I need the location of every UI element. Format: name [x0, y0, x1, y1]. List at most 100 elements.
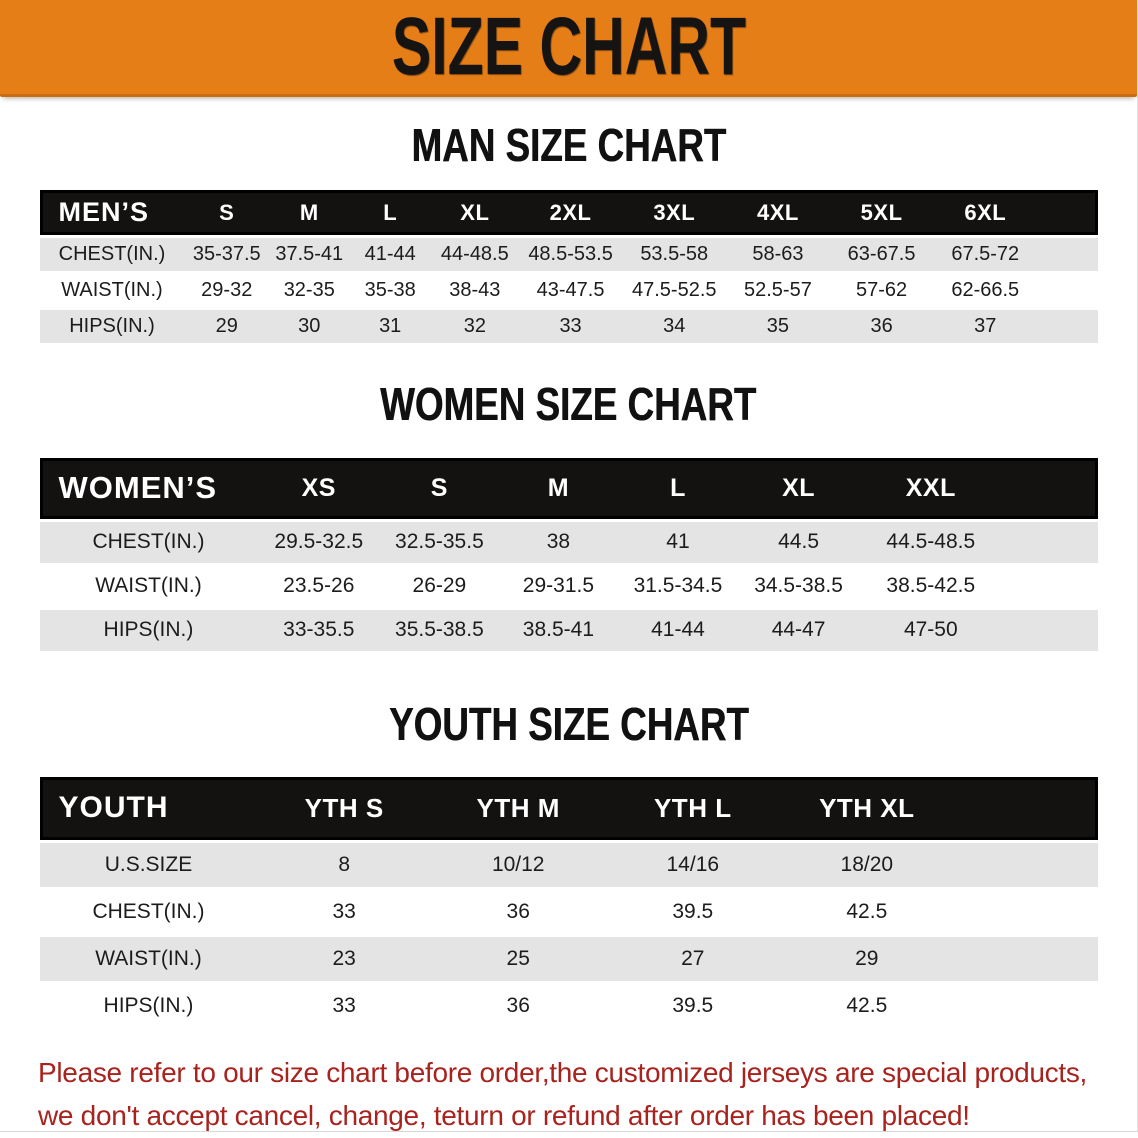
row-label: HIPS(IN.) [39, 609, 258, 651]
column-header: 4XL [726, 190, 830, 236]
header-row: MEN’S S M L XL 2XL 3XL 4XL 5XL 6XL [39, 190, 1098, 236]
column-header: M [269, 190, 350, 236]
row-spacer [1037, 238, 1098, 272]
size-cell: 52.5-57 [743, 279, 812, 302]
size-cell: 27 [605, 936, 781, 981]
header-spacer [1037, 190, 1098, 236]
column-header: S [380, 457, 499, 519]
size-cell: 62-66.5 [951, 279, 1020, 302]
row-spacer [1037, 274, 1097, 307]
column-header: YTH S [257, 776, 431, 840]
size-chart-sections: MAN SIZE CHART MEN’S S M L XL 2XL 3XL 4XL 5XL 6XL C… [0, 121, 1137, 1031]
size-cell: 43-47.5 [536, 279, 605, 302]
table-row: HIPS(IN.) 33 36 39.5 42.5 [40, 984, 1098, 1028]
row-label: WAIST(IN.) [95, 574, 202, 598]
size-cell: 58-63 [726, 238, 830, 272]
size-cell: 32 [430, 310, 519, 344]
size-cell: 23 [257, 936, 431, 981]
row-label: U.S.SIZE [39, 842, 258, 887]
size-cell: 32.5-35.5 [380, 521, 499, 563]
size-cell: 29 [184, 310, 270, 344]
size-cell: 32-35 [283, 279, 335, 302]
size-cell: 26-29 [412, 574, 467, 598]
men-section-title: MAN SIZE CHART [0, 119, 1137, 171]
size-cell: 36 [506, 993, 530, 1017]
column-header: 3XL [622, 190, 727, 236]
order-disclaimer: Please refer to our size chart before or… [38, 1051, 1099, 1138]
size-cell: 48.5-53.5 [518, 238, 623, 272]
size-cell: 29 [780, 936, 954, 981]
table-row: WAIST(IN.) 29-32 32-35 35-38 38-43 43-47.5 47.… [40, 274, 1098, 307]
column-header: YTH XL [780, 776, 954, 840]
disclaimer-line-2: we don't accept cancel, change, teturn o… [38, 1100, 970, 1132]
size-cell: 36 [829, 310, 934, 344]
youth-section-title: YOUTH SIZE CHART [0, 697, 1137, 750]
column-header: L [618, 457, 738, 519]
size-cell: 23.5-26 [283, 574, 355, 598]
youth-group-label: YOUTH [39, 776, 258, 840]
size-cell: 33-35.5 [257, 609, 381, 651]
size-cell: 35-37.5 [184, 238, 270, 272]
size-cell: 35.5-38.5 [380, 609, 499, 651]
column-header: M [498, 457, 619, 519]
row-label: CHEST(IN.) [92, 899, 205, 923]
table-row: HIPS(IN.) 29 30 31 32 33 34 35 36 37 [39, 310, 1098, 344]
size-cell: 47-50 [859, 609, 1003, 651]
row-label: WAIST(IN.) [61, 279, 163, 302]
row-spacer [953, 842, 1098, 887]
section-title-text: MAN SIZE CHART [411, 119, 726, 171]
size-cell: 33 [518, 310, 623, 344]
size-cell: 29-32 [201, 279, 253, 302]
size-cell: 38.5-42.5 [886, 574, 976, 598]
row-label: HIPS(IN.) [103, 993, 194, 1017]
size-cell: 47.5-52.5 [631, 279, 717, 302]
size-cell: 37 [933, 310, 1038, 344]
size-cell: 10/12 [430, 842, 606, 887]
size-cell: 8 [257, 842, 431, 887]
size-cell: 41 [618, 521, 738, 563]
table-row: U.S.SIZE 8 10/12 14/16 18/20 [39, 842, 1098, 887]
size-cell: 37.5-41 [269, 238, 350, 272]
size-cell: 31 [349, 310, 431, 344]
row-spacer [1037, 310, 1098, 344]
size-cell: 14/16 [605, 842, 781, 887]
size-cell: 30 [269, 310, 350, 344]
men-size-section: MAN SIZE CHART MEN’S S M L XL 2XL 3XL 4XL 5XL 6XL C… [0, 121, 1137, 346]
size-cell: 38-43 [449, 279, 501, 302]
size-cell: 44.5-48.5 [859, 521, 1003, 563]
column-header: XL [430, 190, 519, 236]
column-header: XXL [859, 457, 1003, 519]
section-title-text: YOUTH SIZE CHART [388, 697, 749, 750]
size-cell: 34.5-38.5 [754, 574, 843, 598]
youth-size-section: YOUTH SIZE CHART YOUTH YTH S YTH M YTH L YTH … [0, 697, 1137, 1031]
row-spacer [954, 984, 1098, 1028]
row-spacer [953, 936, 1098, 981]
size-cell: 41-44 [349, 238, 431, 272]
row-spacer [954, 890, 1098, 934]
table-row: WAIST(IN.) 23.5-26 26-29 29-31.5 31.5-34.5 34… [40, 566, 1098, 607]
women-section-title: WOMEN SIZE CHART [0, 380, 1137, 429]
table-row: CHEST(IN.) 35-37.5 37.5-41 41-44 44-48.5 48.5… [39, 238, 1098, 272]
size-cell: 57-62 [856, 279, 908, 302]
size-cell: 36 [506, 899, 530, 923]
youth-size-table: YOUTH YTH S YTH M YTH L YTH XL U.S.SIZE 8 10/12… [39, 774, 1098, 1031]
size-cell: 42.5 [846, 899, 888, 923]
women-size-section: WOMEN SIZE CHART WOMEN’S XS S M L XL XXL CHEST(I… [0, 380, 1137, 653]
banner-title-text: SIZE CHART [391, 1, 746, 92]
column-header: 6XL [933, 190, 1038, 236]
size-cell: 38 [498, 521, 619, 563]
row-label: HIPS(IN.) [39, 310, 185, 344]
column-header: XL [737, 457, 860, 519]
row-spacer [1002, 566, 1097, 607]
men-group-label: MEN’S [39, 190, 185, 236]
women-group-label: WOMEN’S [39, 457, 258, 519]
size-cell: 18/20 [780, 842, 954, 887]
row-label: CHEST(IN.) [39, 238, 185, 272]
row-spacer [1002, 609, 1098, 651]
column-header: YTH L [605, 776, 781, 840]
size-cell: 29-31.5 [522, 574, 595, 598]
table-row: WAIST(IN.) 23 25 27 29 [39, 936, 1098, 981]
table-row: CHEST(IN.) 29.5-32.5 32.5-35.5 38 41 44.5 44.5… [39, 521, 1098, 563]
size-cell: 29.5-32.5 [257, 521, 381, 563]
size-chart-banner: SIZE CHART [0, 0, 1137, 97]
